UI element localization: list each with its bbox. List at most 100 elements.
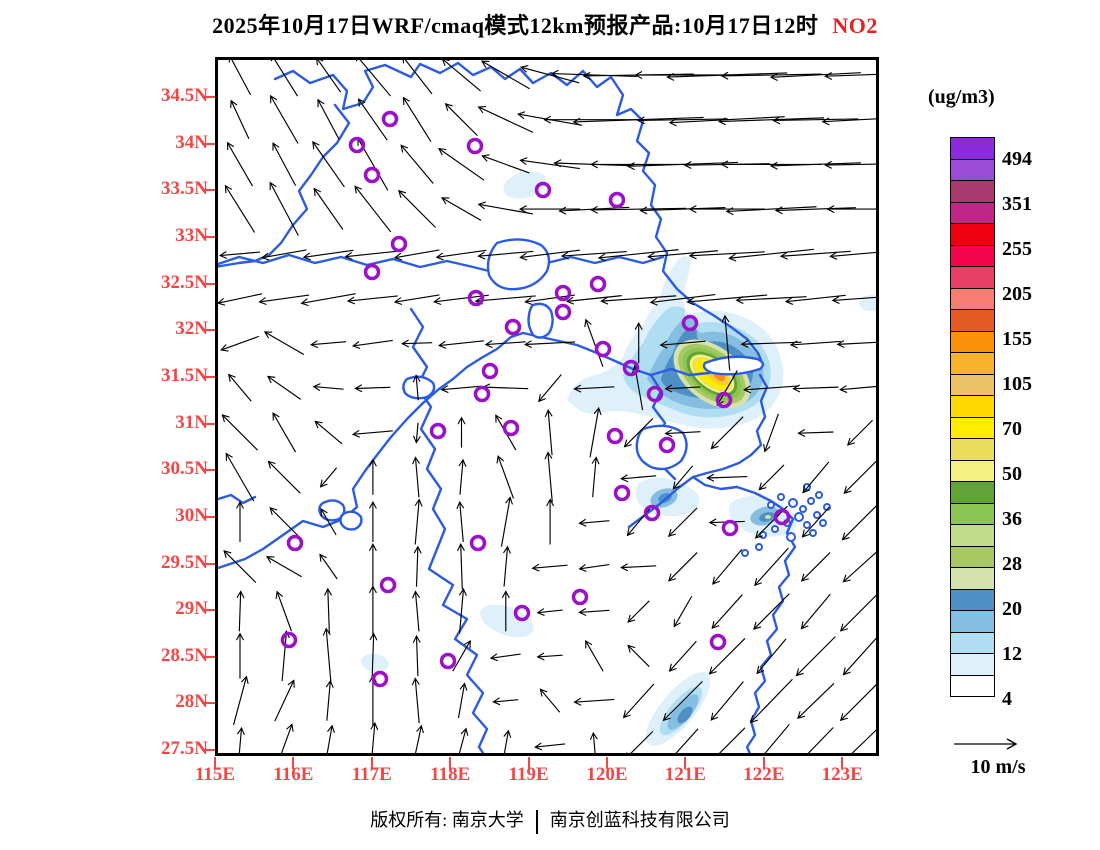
legend-color-cell — [950, 567, 995, 590]
wind-arrow — [636, 116, 729, 125]
wind-arrow — [500, 496, 513, 547]
wind-arrow — [839, 385, 881, 394]
wind-arrow — [369, 632, 378, 679]
wind-arrow — [414, 498, 423, 545]
wind-arrow — [839, 591, 881, 632]
wind-arrow — [774, 206, 856, 215]
wind-arrow — [228, 373, 252, 402]
wind-arrow — [315, 56, 342, 93]
legend-units-label: (ug/m3) — [928, 86, 995, 108]
wind-arrow — [492, 697, 519, 706]
lon-tick-mark — [762, 757, 765, 769]
wind-arrow — [489, 653, 521, 662]
lat-tick-label: 32.5N — [161, 271, 208, 293]
city-marker — [348, 136, 366, 154]
city-marker — [643, 504, 661, 522]
wind-arrow — [218, 251, 260, 259]
city-marker — [715, 391, 733, 409]
legend-color-cell — [950, 287, 995, 310]
map-canvas — [213, 52, 898, 768]
wind-arrow — [275, 590, 293, 632]
wind-arrow — [664, 384, 701, 393]
wind-arrow — [412, 724, 424, 766]
wind-arrow — [842, 637, 878, 676]
wind-arrow — [639, 206, 726, 215]
wind-arrow — [433, 294, 489, 306]
legend-color-cell — [950, 330, 995, 353]
wind-arrow — [484, 340, 526, 349]
legend-color-cell — [950, 395, 995, 418]
island-outline — [767, 501, 775, 509]
wind-arrow — [320, 508, 337, 536]
lat-tick-mark — [202, 142, 215, 145]
legend-color-cell — [950, 524, 995, 547]
species-label: NO2 — [832, 13, 878, 38]
wind-arrow — [412, 374, 421, 401]
wind-arrow — [795, 636, 836, 677]
island-outline — [794, 512, 804, 522]
wind-arrow — [664, 429, 701, 438]
wind-arrow — [401, 55, 433, 95]
wind-arrow — [281, 630, 290, 682]
wind-arrow — [324, 724, 335, 766]
island-outline — [771, 525, 779, 533]
wind-arrow — [237, 726, 245, 763]
wind-arrow — [412, 590, 420, 632]
legend-value-label: 12 — [1002, 642, 1022, 665]
wind-arrow — [710, 416, 744, 450]
wind-arrow — [847, 419, 873, 446]
legend-value-label: 155 — [1002, 327, 1032, 350]
wind-vector-field — [216, 52, 898, 768]
lon-tick-label: 119E — [508, 764, 549, 785]
coastline-path — [213, 253, 491, 273]
lat-tick-mark — [202, 282, 215, 285]
wind-arrow — [216, 293, 263, 306]
concentration-patch — [480, 604, 534, 638]
legend-color-cell — [950, 481, 995, 504]
lat-tick-label: 29N — [175, 598, 208, 620]
wind-arrow — [688, 251, 765, 260]
wind-arrow — [230, 99, 250, 139]
wind-arrow — [319, 467, 338, 488]
wind-arrow — [589, 731, 598, 759]
legend-color-cell — [950, 631, 995, 654]
lat-tick-label: 32N — [175, 318, 208, 340]
legend-color-cell — [950, 502, 995, 525]
city-marker — [473, 385, 491, 403]
lon-tick-mark — [292, 757, 295, 769]
color-legend — [950, 137, 995, 697]
lat-tick-mark — [202, 609, 215, 612]
city-marker — [608, 191, 626, 209]
legend-color-cell — [950, 674, 995, 697]
lon-tick-label: 118E — [430, 764, 471, 785]
lat-tick-mark — [202, 515, 215, 518]
wind-arrow — [839, 680, 881, 722]
wind-arrow — [620, 563, 657, 572]
wind-arrow — [354, 185, 392, 233]
wind-arrow — [763, 413, 779, 453]
legend-color-cell — [950, 373, 995, 396]
island-outline — [799, 505, 807, 513]
wind-arrow — [589, 406, 602, 458]
wind-arrow — [400, 144, 434, 184]
wind-arrow — [620, 474, 657, 483]
wind-arrow — [531, 563, 568, 572]
wind-arrow — [482, 383, 529, 392]
wind-arrow — [565, 295, 622, 305]
wind-arrow — [370, 721, 379, 768]
lat-tick-mark — [202, 422, 215, 425]
wind-arrow — [591, 456, 600, 498]
wind-reference-arrow — [954, 738, 1018, 750]
city-marker — [363, 263, 381, 281]
legend-color-cell — [950, 137, 995, 160]
city-marker — [286, 534, 304, 552]
lake-outline — [339, 510, 363, 531]
city-marker — [280, 631, 298, 649]
wind-arrow — [772, 116, 859, 125]
wind-arrow — [743, 385, 800, 394]
legend-color-cell — [950, 158, 995, 181]
wind-arrow — [706, 473, 748, 482]
lake-outline — [402, 375, 436, 400]
wind-arrow — [539, 688, 561, 713]
lat-tick-mark — [202, 749, 215, 752]
